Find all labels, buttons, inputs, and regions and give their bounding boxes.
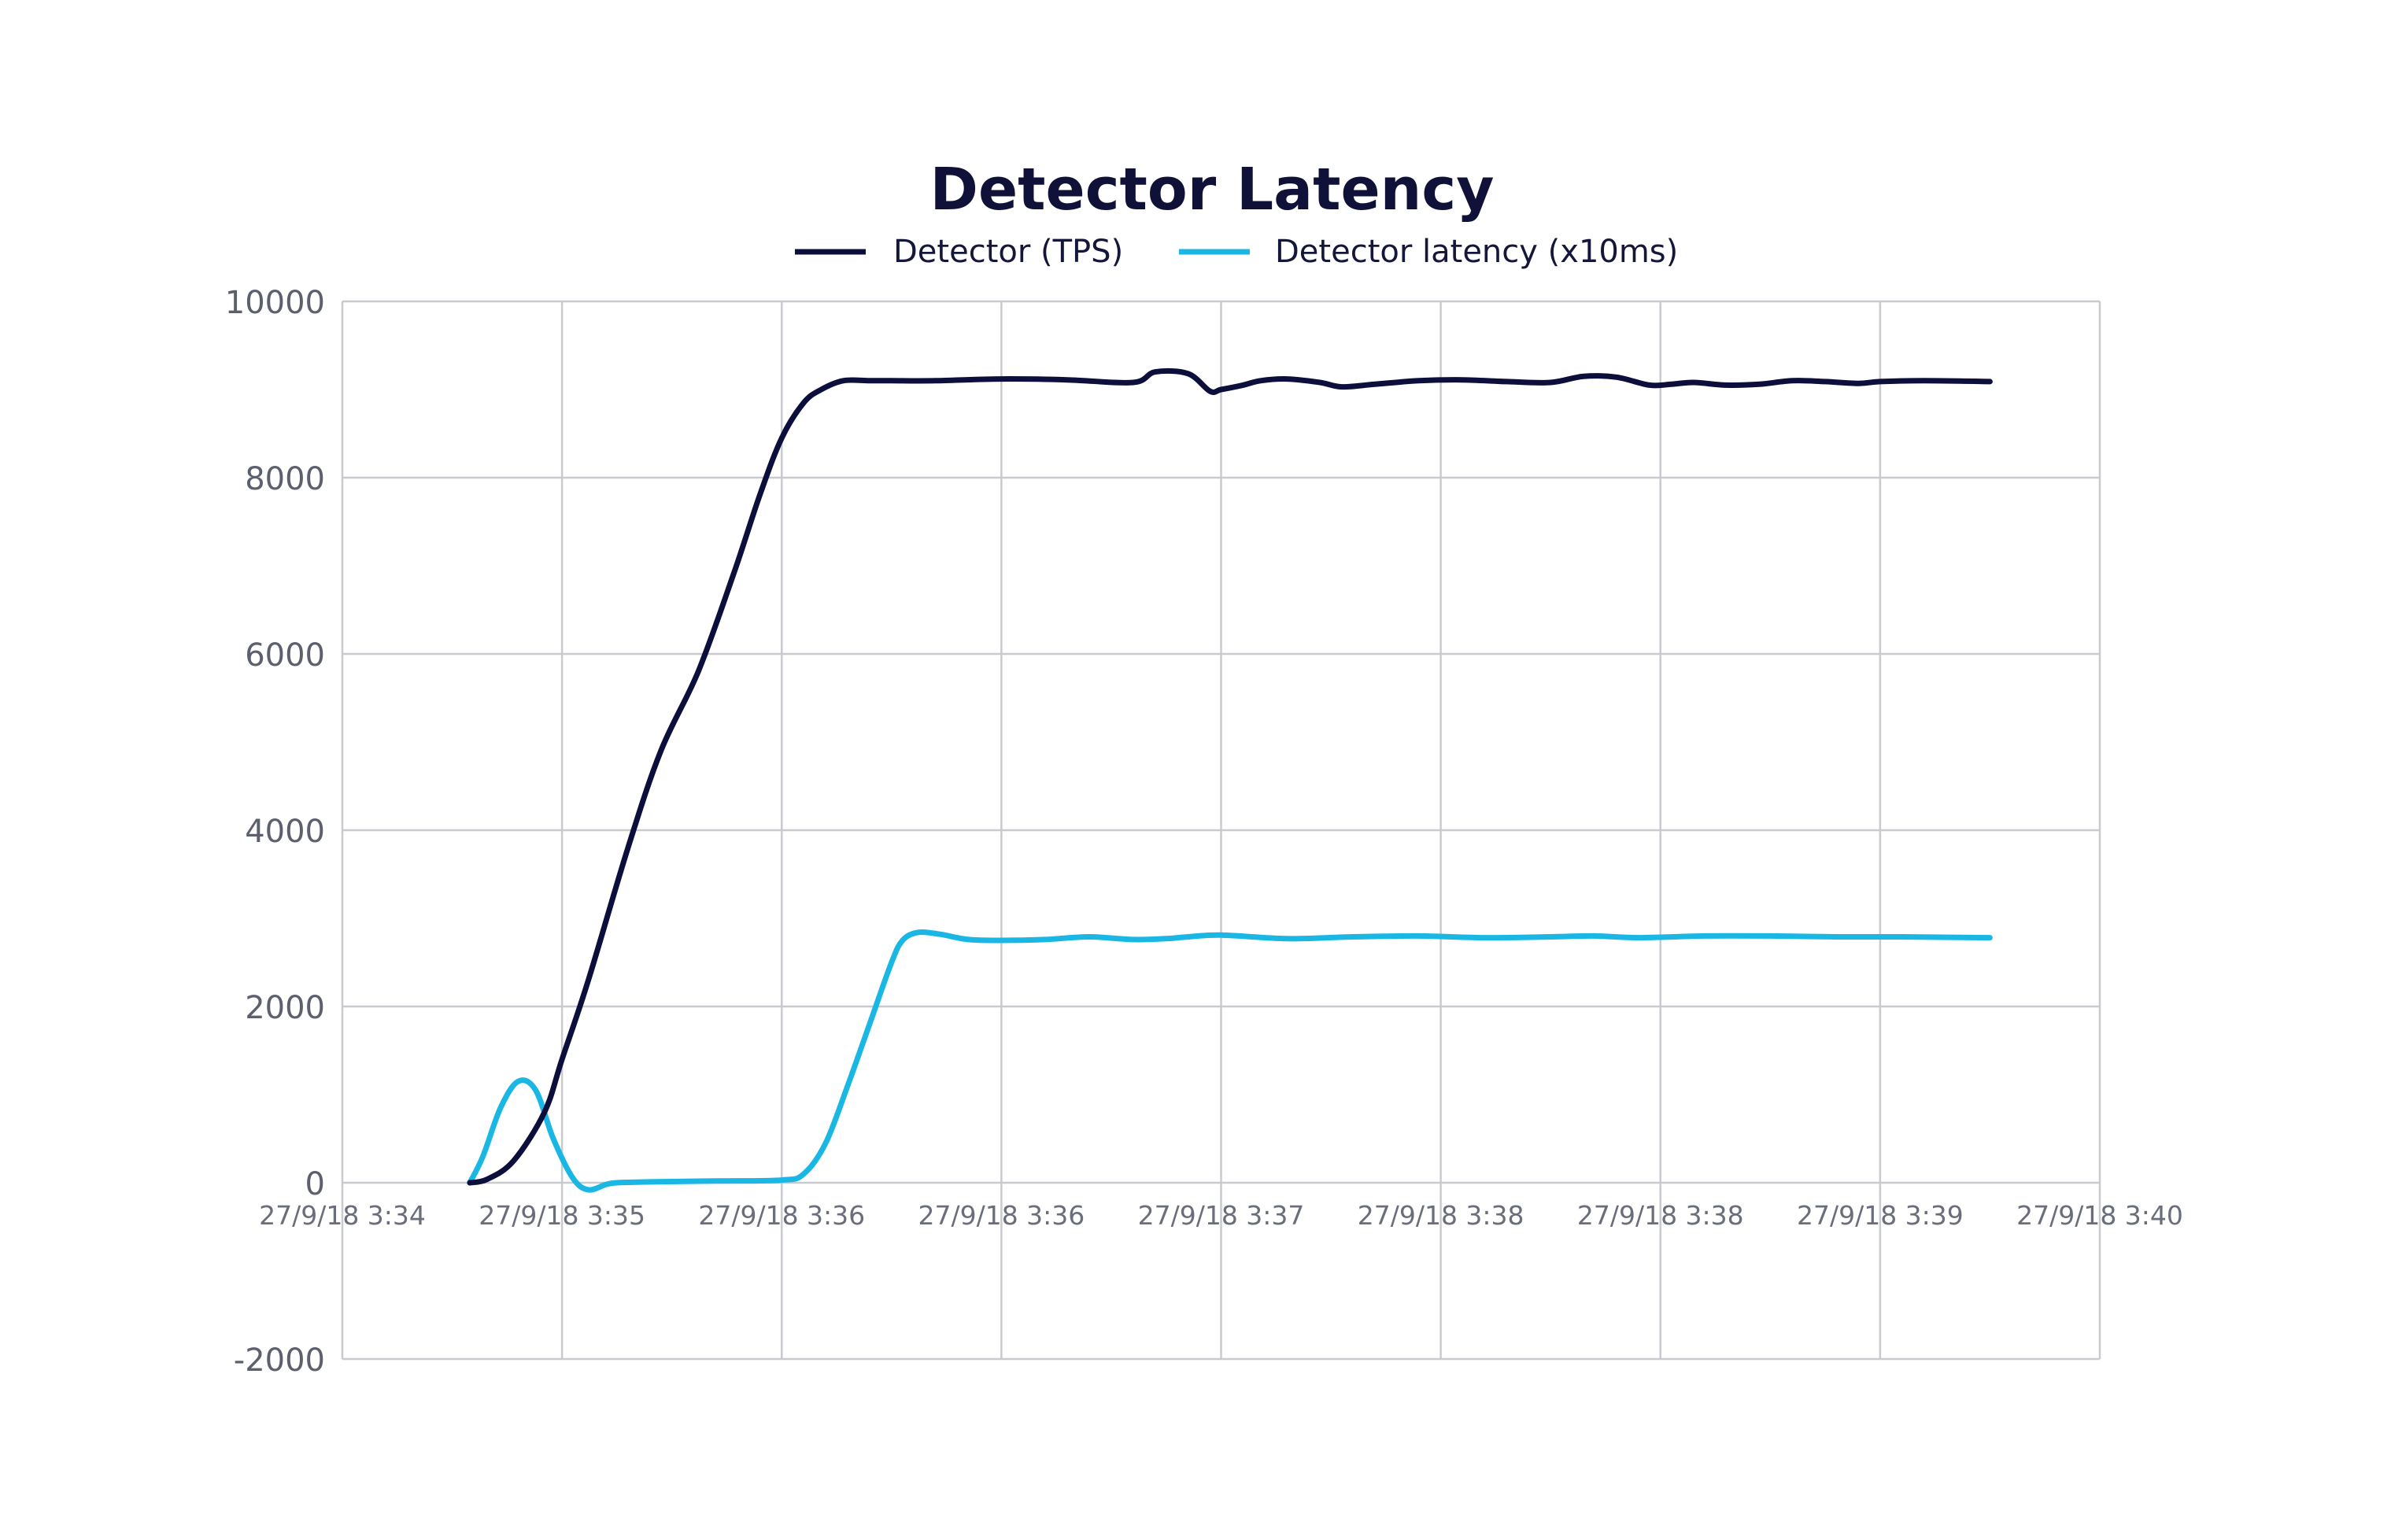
y-tick-label: 8000 — [245, 461, 325, 497]
x-axis-ticks: 27/9/18 3:34 27/9/18 3:35 27/9/18 3:36 27/9… — [259, 1200, 2183, 1231]
y-tick-label: 0 — [305, 1166, 325, 1202]
x-tick-label: 27/9/18 3:38 — [1577, 1200, 1744, 1231]
y-tick-label: 4000 — [245, 814, 325, 850]
series-lines — [467, 367, 1993, 1193]
x-tick-label: 27/9/18 3:39 — [1797, 1200, 1964, 1231]
y-tick-label: -2000 — [234, 1342, 325, 1379]
y-tick-label: 6000 — [245, 637, 325, 674]
legend-label-tps: Detector (TPS) — [893, 234, 1123, 270]
x-tick-label: 27/9/18 3:38 — [1358, 1200, 1524, 1231]
legend-label-latency: Detector latency (x10ms) — [1275, 234, 1678, 270]
x-tick-label: 27/9/18 3:40 — [2016, 1200, 2183, 1231]
series-line-latency — [467, 929, 1993, 1193]
series-line-tps — [467, 367, 1993, 1186]
x-tick-label: 27/9/18 3:37 — [1138, 1200, 1305, 1231]
x-tick-label: 27/9/18 3:34 — [259, 1200, 426, 1231]
y-axis-ticks: 10000 8000 6000 4000 2000 0 -2000 — [225, 285, 325, 1379]
x-tick-label: 27/9/18 3:35 — [479, 1200, 645, 1231]
x-tick-label: 27/9/18 3:36 — [918, 1200, 1085, 1231]
x-tick-label: 27/9/18 3:36 — [698, 1200, 865, 1231]
y-tick-label: 2000 — [245, 990, 325, 1026]
legend: Detector (TPS) Detector latency (x10ms) — [795, 234, 1678, 270]
y-tick-label: 10000 — [225, 285, 325, 321]
chart-title: Detector Latency — [930, 156, 1495, 223]
